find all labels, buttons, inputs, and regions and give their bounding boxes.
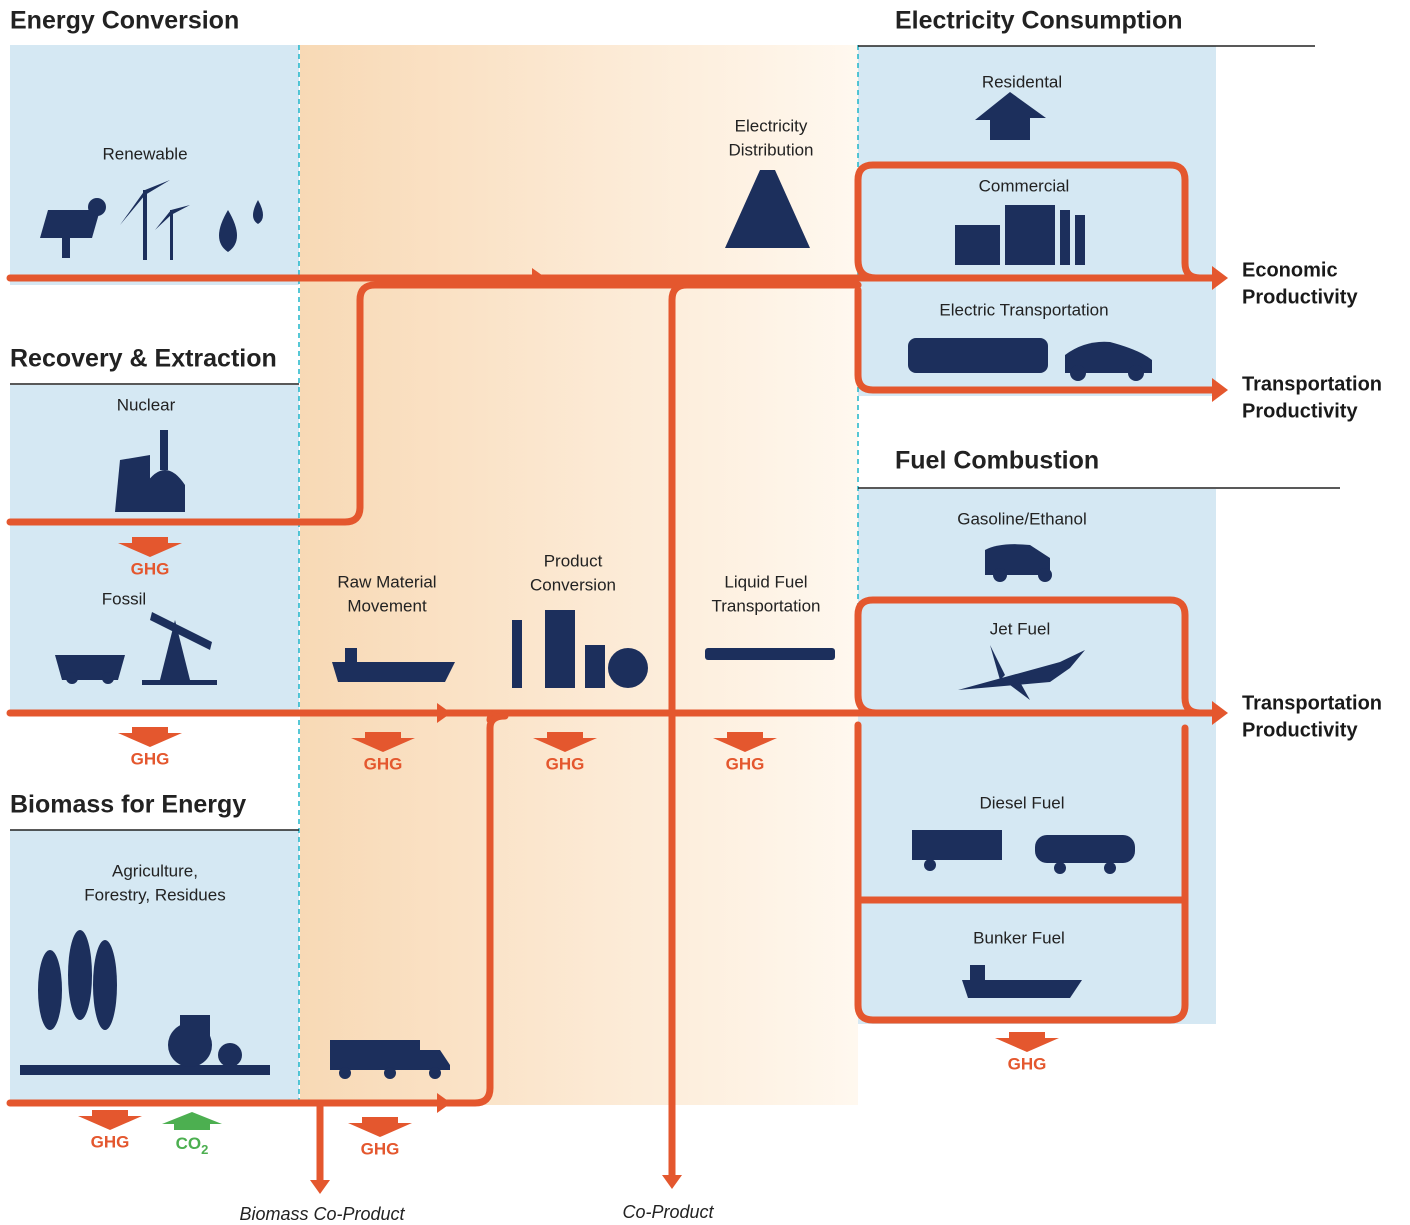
node-label: Conversion [530,575,616,594]
ghg-arrow [118,727,182,747]
ghg-label: GHG [1008,1054,1047,1073]
output-label: Productivity [1242,286,1358,308]
output-label: Transportation [1242,373,1382,395]
node-label: Renewable [102,144,187,163]
panel [10,45,299,285]
ghg-arrow [351,732,415,752]
output-label: Biomass Co-Product [239,1204,405,1224]
node-label: Residental [982,72,1062,91]
ghg-label: GHG [546,754,585,773]
ghg-arrow [713,732,777,752]
node-label: Diesel Fuel [979,793,1064,812]
ghg-arrow [348,1117,412,1137]
ghg-label: GHG [726,754,765,773]
ghg-arrow [78,1110,142,1130]
node-label: Raw Material [337,572,436,591]
ghg-label: GHG [91,1132,130,1151]
node-label: Transportation [712,596,821,615]
ghg-arrow [118,537,182,557]
ghg-arrow [995,1032,1059,1052]
ghg-label: GHG [131,559,170,578]
ghg-arrow [533,732,597,752]
node-label: Distribution [728,140,813,159]
co2-arrow [162,1112,222,1130]
node-label: Fossil [102,589,146,608]
ghg-label: GHG [364,754,403,773]
node-label: Jet Fuel [990,619,1050,638]
node-label: Commercial [979,176,1070,195]
co2-subscript: 2 [201,1142,208,1157]
node-label: Agriculture, [112,861,198,880]
ghg-label: GHG [131,749,170,768]
icons [20,92,1152,1079]
node-label: Electricity [735,116,808,135]
node-label: Nuclear [117,395,176,414]
output-label: Productivity [1242,719,1358,741]
ghg-label: GHG [361,1139,400,1158]
output-label: Productivity [1242,400,1358,422]
section-title: Recovery & Extraction [10,345,277,373]
section-title: Biomass for Energy [10,791,246,819]
node-label: Movement [347,596,427,615]
co2-text: CO [176,1134,202,1153]
co2-label: CO2 [176,1134,209,1157]
output-label: Economic [1242,259,1338,281]
node-label: Forestry, Residues [84,885,225,904]
section-title: Energy Conversion [10,7,239,35]
panel [858,489,1216,1024]
section-title: Electricity Consumption [895,7,1183,35]
node-label: Gasoline/Ethanol [957,509,1086,528]
node-label: Electric Transportation [939,300,1108,319]
output-label: Transportation [1242,692,1382,714]
section-title: Fuel Combustion [895,447,1099,475]
node-label: Product [544,551,603,570]
output-label: Co-Product [622,1202,714,1222]
node-label: Bunker Fuel [973,928,1065,947]
content: Energy Conversion Recovery & Extraction Bi… [10,7,1382,1224]
node-label: Liquid Fuel [724,572,807,591]
flows [6,161,1228,1194]
